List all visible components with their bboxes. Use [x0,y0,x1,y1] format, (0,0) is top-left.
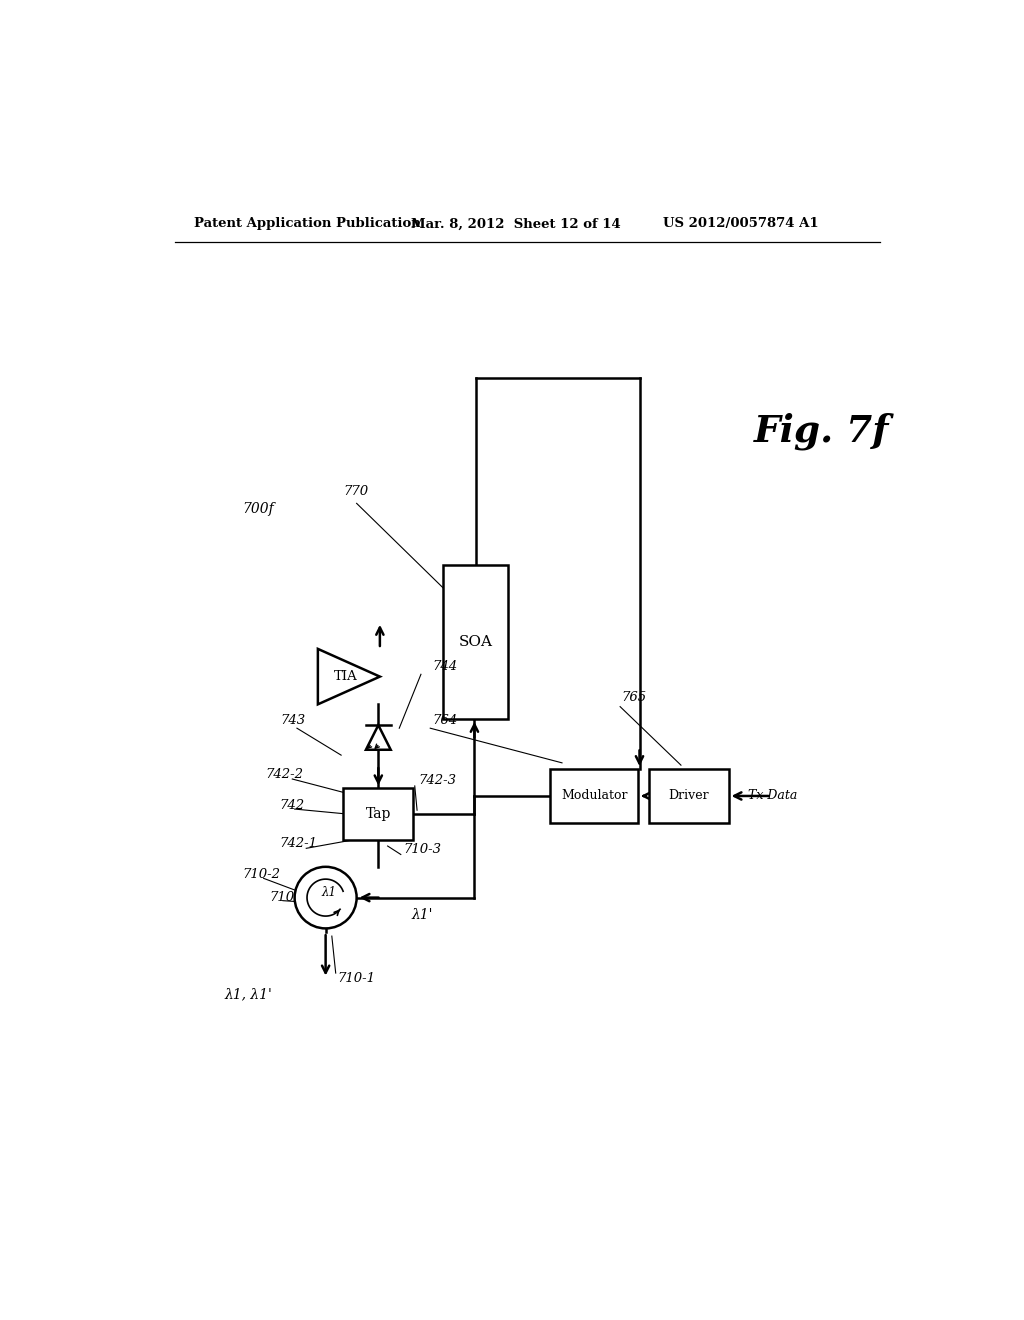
Text: 765: 765 [621,690,646,704]
Bar [343,788,414,840]
Bar [649,770,729,822]
Text: λ1, λ1': λ1, λ1' [224,987,272,1001]
Text: Patent Application Publication: Patent Application Publication [194,218,421,231]
Text: 742-2: 742-2 [265,768,303,781]
Text: 710: 710 [270,891,295,904]
Text: 770: 770 [343,484,369,498]
Text: Fig. 7f: Fig. 7f [755,413,890,450]
Text: US 2012/0057874 A1: US 2012/0057874 A1 [663,218,818,231]
Text: 764: 764 [432,714,458,727]
Circle shape [295,867,356,928]
Text: 742-3: 742-3 [419,774,457,787]
Polygon shape [366,725,391,750]
Text: Modulator: Modulator [561,789,628,803]
Text: 743: 743 [280,714,305,727]
Text: 700f: 700f [243,502,274,516]
Text: SOA: SOA [459,635,493,649]
Text: 744: 744 [432,660,458,673]
Text: λ1: λ1 [322,887,336,899]
Text: 742: 742 [280,799,304,812]
Text: Tap: Tap [366,807,391,821]
Text: λ1': λ1' [412,908,433,921]
Text: 742-1: 742-1 [280,837,317,850]
Text: Tx Data: Tx Data [748,789,798,803]
Text: 710-2: 710-2 [243,869,281,880]
Text: 710-3: 710-3 [403,843,441,857]
Bar [550,770,638,822]
Text: Mar. 8, 2012  Sheet 12 of 14: Mar. 8, 2012 Sheet 12 of 14 [411,218,621,231]
Text: TIA: TIA [334,671,357,684]
Text: Driver: Driver [669,789,709,803]
Text: 710-1: 710-1 [337,972,375,985]
Polygon shape [317,649,380,705]
Bar [443,565,508,719]
